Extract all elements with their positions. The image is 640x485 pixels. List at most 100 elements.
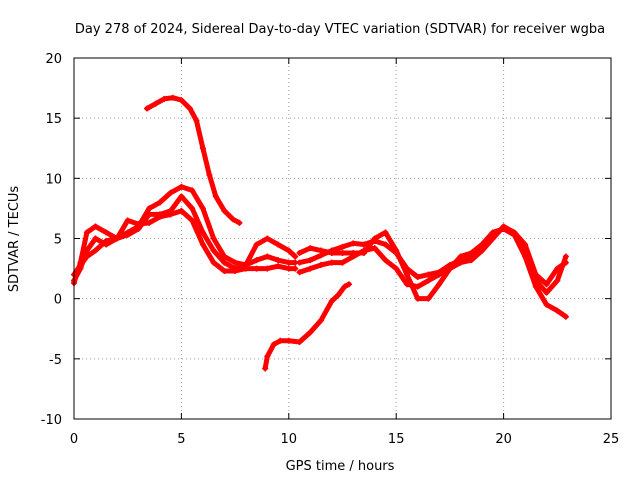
data-point bbox=[253, 257, 260, 264]
data-point bbox=[161, 95, 168, 102]
data-point bbox=[307, 329, 314, 336]
data-point bbox=[382, 229, 389, 236]
data-point bbox=[335, 292, 342, 299]
series-line bbox=[262, 281, 352, 371]
data-point bbox=[178, 193, 185, 200]
x-tick-label: 25 bbox=[603, 432, 620, 447]
data-point bbox=[178, 97, 185, 104]
data-point bbox=[554, 307, 561, 314]
data-point bbox=[318, 317, 325, 324]
data-point bbox=[468, 249, 475, 256]
y-tick-label: -10 bbox=[41, 413, 62, 428]
data-point bbox=[264, 253, 271, 260]
data-point bbox=[296, 269, 303, 276]
data-point bbox=[83, 229, 90, 236]
x-tick-label: 0 bbox=[70, 432, 78, 447]
data-point bbox=[307, 245, 314, 252]
data-point bbox=[446, 265, 453, 272]
data-point bbox=[543, 301, 550, 308]
data-point bbox=[178, 207, 185, 214]
data-point bbox=[403, 271, 410, 278]
data-point bbox=[307, 265, 314, 272]
y-axis-label: SDTVAR / TECUs bbox=[7, 186, 22, 293]
data-point bbox=[156, 213, 163, 220]
data-point bbox=[103, 241, 110, 248]
x-axis-label: GPS time / hours bbox=[286, 459, 395, 474]
data-point bbox=[339, 249, 346, 256]
data-point bbox=[285, 265, 292, 272]
data-point bbox=[479, 241, 486, 248]
data-point bbox=[360, 249, 367, 256]
data-point bbox=[339, 243, 346, 250]
data-point bbox=[167, 189, 174, 196]
data-point bbox=[264, 353, 271, 360]
data-layer bbox=[71, 94, 569, 372]
data-point bbox=[124, 217, 131, 224]
data-point bbox=[318, 261, 325, 268]
data-point bbox=[275, 257, 282, 264]
data-point bbox=[199, 241, 206, 248]
data-point bbox=[511, 229, 518, 236]
data-point bbox=[146, 205, 153, 212]
data-point bbox=[242, 265, 249, 272]
data-point bbox=[178, 183, 185, 190]
y-tick-label: 5 bbox=[54, 233, 62, 248]
data-point bbox=[92, 247, 99, 254]
data-point bbox=[296, 249, 303, 256]
data-point bbox=[414, 283, 421, 290]
data-point bbox=[264, 235, 271, 242]
data-point bbox=[189, 205, 196, 212]
y-tick-label: -5 bbox=[49, 353, 62, 368]
data-point bbox=[318, 247, 325, 254]
data-point bbox=[554, 277, 561, 284]
data-point bbox=[360, 241, 367, 248]
data-point bbox=[92, 235, 99, 242]
data-point bbox=[371, 245, 378, 252]
data-point bbox=[264, 265, 271, 272]
data-point bbox=[436, 269, 443, 276]
data-point bbox=[436, 281, 443, 288]
axis-ticks: 0 5 10 15 20 25 -10 -5 0 5 10 15 20 bbox=[41, 52, 620, 447]
data-point bbox=[232, 267, 239, 274]
data-point bbox=[199, 205, 206, 212]
y-tick-label: 20 bbox=[45, 52, 62, 67]
x-tick-label: 5 bbox=[177, 432, 185, 447]
data-point bbox=[489, 235, 496, 242]
data-point bbox=[554, 265, 561, 272]
data-point bbox=[189, 217, 196, 224]
x-tick-label: 15 bbox=[388, 432, 405, 447]
data-point bbox=[113, 235, 120, 242]
data-point bbox=[328, 249, 335, 256]
data-point bbox=[457, 253, 464, 260]
data-point bbox=[146, 219, 153, 226]
data-point bbox=[135, 221, 142, 228]
data-point bbox=[285, 337, 292, 344]
x-tick-label: 20 bbox=[495, 432, 512, 447]
data-point bbox=[275, 263, 282, 270]
y-tick-label: 15 bbox=[45, 112, 62, 127]
data-point bbox=[92, 223, 99, 230]
series-track-8 bbox=[296, 225, 569, 302]
data-point bbox=[382, 241, 389, 248]
data-point bbox=[292, 265, 299, 272]
data-point bbox=[229, 216, 236, 223]
data-point bbox=[307, 257, 314, 264]
data-point bbox=[328, 259, 335, 266]
data-point bbox=[253, 265, 260, 272]
data-point bbox=[253, 241, 260, 248]
data-point bbox=[414, 295, 421, 302]
data-point bbox=[206, 171, 213, 178]
data-point bbox=[186, 105, 193, 112]
data-point bbox=[103, 229, 110, 236]
data-point bbox=[236, 219, 243, 226]
data-point bbox=[532, 271, 539, 278]
data-point bbox=[543, 281, 550, 288]
data-point bbox=[221, 253, 228, 260]
data-point bbox=[339, 259, 346, 266]
data-point bbox=[500, 225, 507, 232]
data-point bbox=[156, 199, 163, 206]
data-point bbox=[532, 283, 539, 290]
data-point bbox=[296, 259, 303, 266]
